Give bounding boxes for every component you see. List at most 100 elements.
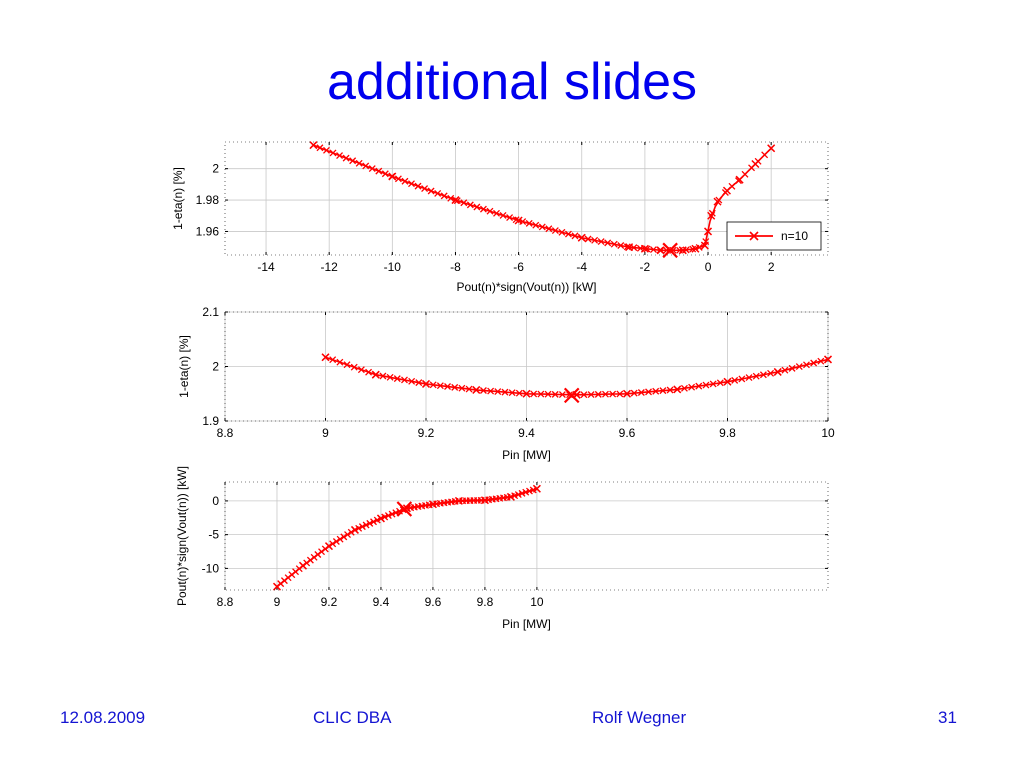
series-marker	[494, 388, 502, 396]
series-marker	[479, 205, 487, 213]
series-line	[313, 144, 772, 252]
series-marker	[738, 375, 746, 383]
highlight-marker	[396, 501, 413, 517]
series-marker	[591, 236, 599, 244]
series-marker	[355, 524, 363, 532]
data-point	[428, 500, 437, 509]
x-tick-label: 9	[274, 595, 281, 609]
series-marker	[316, 144, 324, 152]
x-tick-label: 9.6	[619, 426, 636, 440]
footer-event: CLIC DBA	[313, 708, 392, 727]
series-marker	[344, 531, 351, 539]
series-marker	[538, 223, 546, 231]
x-tick-label: 10	[530, 595, 544, 609]
series-marker	[761, 151, 769, 159]
y-tick-label: 1.9	[202, 414, 219, 428]
x-axis-label: Pout(n)*sign(Vout(n)) [kW]	[456, 280, 596, 294]
series-marker	[342, 154, 350, 162]
data-point	[298, 561, 308, 570]
chart-1: -14 -12 -10 -8 -6 -4 -2 0 2 1.96 1.98 2 Pout(n)*sign…	[171, 141, 829, 294]
series-marker	[365, 368, 373, 376]
x-tick-label: 9.4	[518, 426, 535, 440]
data-point	[309, 141, 318, 150]
data-point	[707, 211, 716, 220]
series-marker	[473, 203, 481, 211]
series-marker	[695, 382, 703, 390]
legend-label: n=10	[781, 229, 808, 243]
data-point	[472, 385, 481, 394]
x-tick-label: 8.8	[217, 426, 234, 440]
series-marker	[571, 232, 579, 240]
data-point	[371, 370, 380, 379]
series-marker	[329, 540, 337, 548]
x-tick-label: 9.2	[418, 426, 435, 440]
series-marker	[752, 372, 760, 380]
series-marker	[564, 230, 572, 238]
series-marker	[453, 197, 461, 205]
series-marker	[745, 374, 753, 382]
data-point	[773, 367, 782, 376]
series-marker	[604, 239, 612, 247]
series-marker	[479, 387, 487, 394]
series-marker	[366, 519, 374, 527]
series-marker	[486, 207, 494, 215]
series-marker	[329, 356, 337, 364]
series-marker	[414, 182, 422, 190]
series-marker	[795, 363, 803, 371]
y-axis-label: 1-eta(n) [%]	[171, 167, 185, 230]
series-marker	[343, 361, 351, 369]
data-point	[625, 243, 634, 252]
y-tick-label: 1.98	[196, 193, 220, 207]
series-marker	[336, 152, 344, 160]
series-marker	[532, 221, 540, 229]
series-marker	[501, 388, 509, 396]
series-marker	[429, 381, 437, 389]
series-marker	[558, 228, 566, 236]
series-marker	[460, 199, 468, 207]
data-point	[514, 216, 523, 225]
series-marker	[415, 379, 423, 387]
series-marker	[384, 512, 392, 520]
series-marker	[329, 149, 337, 157]
series-marker	[458, 384, 466, 392]
x-tick-label: -12	[321, 260, 339, 274]
series-marker	[587, 391, 595, 398]
series-marker	[544, 390, 552, 398]
x-tick-label: 9.4	[373, 595, 390, 609]
data-point	[700, 241, 709, 250]
series-marker	[340, 533, 348, 541]
series-marker	[637, 389, 645, 396]
legend: n=10	[726, 221, 822, 251]
data-point	[735, 175, 744, 184]
series-marker	[440, 192, 448, 200]
data-point	[691, 244, 700, 253]
data-point	[272, 582, 282, 591]
series-marker	[427, 187, 435, 195]
data-point	[350, 525, 359, 534]
x-tick-label: 10	[821, 426, 835, 440]
y-tick-label: 2.1	[202, 305, 219, 319]
series-marker	[421, 185, 429, 193]
series-marker	[716, 379, 724, 387]
x-tick-label: 2	[768, 260, 775, 274]
footer-author: Rolf Wegner	[592, 708, 687, 727]
series-marker	[394, 175, 402, 183]
series-marker	[381, 170, 389, 178]
series-marker	[347, 528, 355, 536]
series-marker	[357, 366, 365, 374]
series-marker	[810, 359, 818, 367]
series-marker	[645, 388, 652, 396]
series-marker	[767, 369, 775, 377]
x-tick-label: 0	[705, 260, 712, 274]
x-tick-label: 9.2	[321, 595, 338, 609]
series-marker	[336, 535, 344, 543]
series-marker	[695, 243, 703, 251]
series-marker	[597, 238, 605, 246]
x-tick-label: 9.6	[425, 595, 442, 609]
data-point	[376, 514, 385, 523]
series-marker	[551, 227, 559, 234]
series-marker	[602, 390, 609, 398]
series-marker	[649, 246, 657, 254]
series-marker	[617, 242, 625, 249]
data-point	[388, 172, 397, 181]
